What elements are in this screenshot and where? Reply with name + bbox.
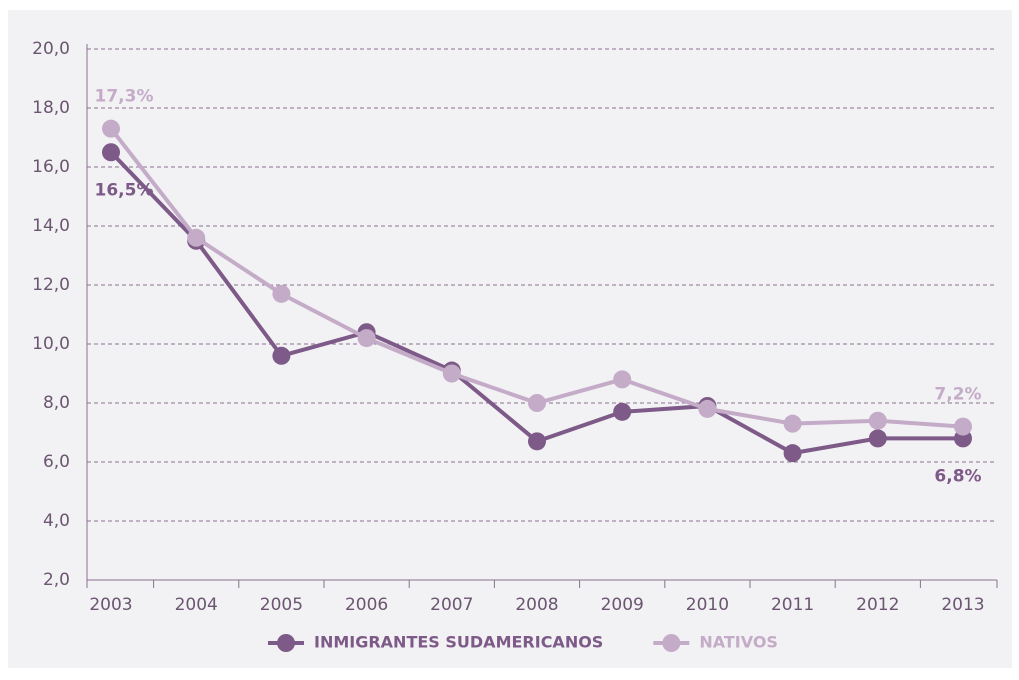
data-label: 17,3%	[95, 87, 154, 107]
y-tick-label: 6,0	[43, 452, 70, 472]
data-point	[868, 411, 887, 430]
legend-label: INMIGRANTES SUDAMERICANOS	[314, 633, 603, 652]
data-label: 7,2%	[934, 385, 981, 405]
x-tick-label: 2012	[856, 595, 899, 615]
x-tick-label: 2008	[515, 595, 558, 615]
x-tick-label: 2013	[941, 595, 984, 615]
legend-marker	[662, 634, 681, 652]
y-tick-label: 2,0	[43, 570, 70, 590]
legend-label: NATIVOS	[699, 633, 778, 652]
data-label: 6,8%	[934, 466, 981, 486]
y-tick-label: 14,0	[32, 216, 70, 236]
data-point	[528, 432, 546, 451]
y-tick-label: 16,0	[32, 157, 70, 177]
data-label: 16,5%	[95, 180, 154, 200]
data-point	[528, 394, 546, 412]
x-tick-label: 2003	[89, 595, 132, 615]
x-tick-label: 2007	[430, 595, 473, 615]
data-point	[868, 429, 887, 448]
data-point	[698, 399, 717, 418]
x-tick-label: 2005	[260, 595, 303, 615]
y-tick-label: 8,0	[43, 393, 70, 413]
x-tick-label: 2011	[771, 595, 814, 615]
data-point	[187, 228, 206, 247]
data-point	[272, 284, 291, 303]
y-tick-label: 4,0	[43, 511, 70, 531]
chart-background	[8, 10, 1012, 668]
y-tick-label: 20,0	[32, 39, 70, 59]
legend-marker	[277, 634, 295, 652]
x-tick-label: 2010	[686, 595, 729, 615]
data-point	[442, 364, 461, 383]
data-point	[102, 119, 120, 138]
data-point	[613, 402, 632, 421]
data-point	[783, 414, 802, 433]
x-tick-label: 2006	[345, 595, 388, 615]
data-point	[783, 444, 802, 463]
x-tick-label: 2009	[601, 595, 644, 615]
data-point	[357, 329, 376, 348]
y-tick-label: 18,0	[32, 98, 70, 118]
y-tick-label: 12,0	[32, 275, 70, 295]
data-point	[613, 370, 632, 389]
x-tick-label: 2004	[175, 595, 218, 615]
data-point	[102, 143, 120, 162]
data-point	[954, 417, 972, 436]
data-point	[272, 346, 291, 365]
y-tick-label: 10,0	[32, 334, 70, 354]
